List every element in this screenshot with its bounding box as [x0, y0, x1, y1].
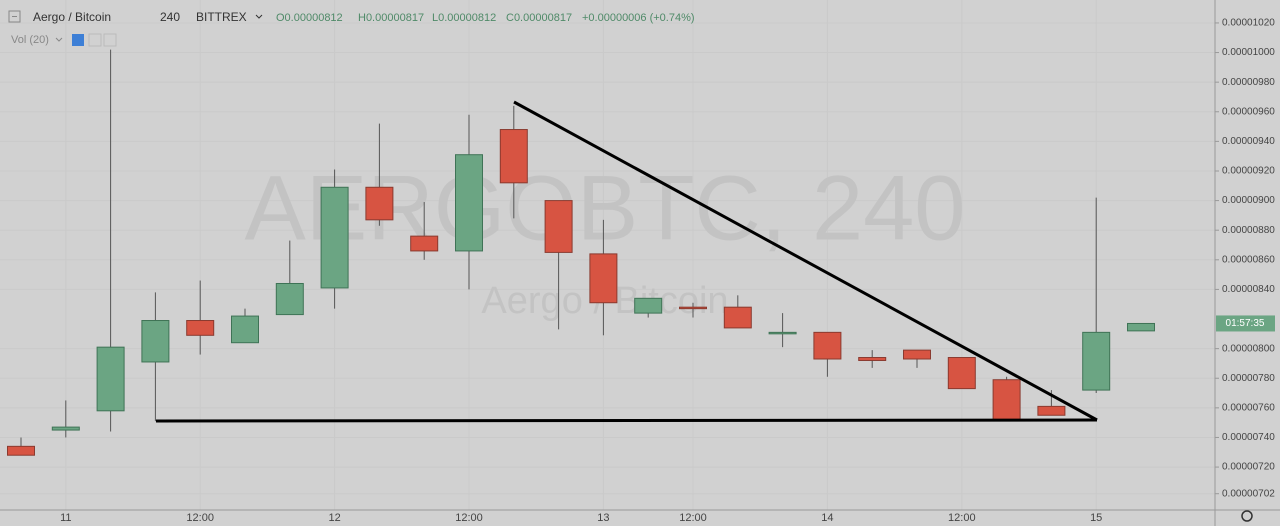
x-tick-label: 14 — [821, 512, 833, 524]
y-tick-label: 0.00000720 — [1222, 462, 1275, 473]
y-tick-label: 0.00000920 — [1222, 166, 1275, 177]
support-line — [155, 418, 1098, 423]
candle-body — [768, 331, 797, 335]
settings-gear[interactable] — [1241, 510, 1253, 522]
trend-line — [513, 100, 1098, 422]
y-tick-label: 0.00000940 — [1222, 136, 1275, 147]
y-tick-label: 0.00000840 — [1222, 284, 1275, 295]
y-tick-label: 0.00000780 — [1222, 373, 1275, 384]
candle-body — [903, 349, 931, 360]
x-tick-label: 12 — [328, 512, 340, 524]
y-tick-label: 0.00000860 — [1222, 254, 1275, 265]
candles — [7, 49, 1155, 456]
collapse-button[interactable] — [8, 10, 21, 23]
x-tick-label: 15 — [1090, 512, 1102, 524]
candle-body — [1082, 331, 1111, 391]
candle-body — [589, 253, 618, 304]
dropdown-icon[interactable] — [255, 14, 263, 19]
candle-body — [7, 445, 35, 456]
x-tick-label: 13 — [597, 512, 609, 524]
candle-body — [320, 186, 349, 289]
x-tick-label: 12:00 — [679, 512, 707, 524]
open-value: O0.00000812 — [276, 12, 343, 24]
candle-body — [231, 315, 259, 344]
candle-body — [858, 357, 887, 361]
candle-body — [141, 320, 170, 363]
candle-body — [96, 346, 125, 412]
candle-body — [947, 357, 976, 390]
symbol[interactable]: Aergo / Bitcoin — [33, 10, 111, 24]
candle-body — [1037, 405, 1066, 416]
y-tick-label: 0.00000880 — [1222, 225, 1275, 236]
y-tick-label: 0.00000800 — [1222, 343, 1275, 354]
interval[interactable]: 240 — [160, 10, 180, 24]
candle-body — [186, 320, 215, 336]
candle-body — [51, 426, 80, 431]
candle-body — [634, 297, 663, 314]
candle-body — [544, 200, 573, 253]
x-tick-label: 12:00 — [186, 512, 214, 524]
volume-label[interactable]: Vol (20) — [11, 34, 49, 46]
candle-body — [679, 306, 707, 310]
close-value: C0.00000817 — [506, 12, 572, 24]
price-countdown: 01:57:35 — [1226, 318, 1265, 329]
y-tick-label: 0.00000980 — [1222, 77, 1275, 88]
y-tick-label: 0.00000760 — [1222, 402, 1275, 413]
y-tick-label: 0.00000740 — [1222, 432, 1275, 443]
candle-body — [1127, 322, 1155, 332]
candle-body — [499, 129, 528, 184]
volume-dropdown[interactable] — [55, 37, 63, 42]
candle-body — [365, 186, 394, 221]
remove-icon[interactable] — [103, 33, 117, 47]
low-value: L0.00000812 — [432, 12, 496, 24]
y-tick-label: 0.00000702 — [1222, 488, 1275, 499]
y-tick-label: 0.00000900 — [1222, 195, 1275, 206]
candle-body — [410, 235, 439, 252]
x-tick-label: 11 — [60, 512, 71, 524]
y-tick-label: 0.00001000 — [1222, 47, 1275, 58]
watermark-symbol: AERGOBTC, 240 — [245, 157, 966, 259]
candle-body — [455, 154, 483, 252]
x-tick-label: 12:00 — [948, 512, 976, 524]
y-tick-label: 0.00000960 — [1222, 106, 1275, 117]
y-tick-label: 0.00001020 — [1222, 18, 1275, 29]
hide-icon[interactable] — [72, 34, 84, 46]
high-value: H0.00000817 — [358, 12, 424, 24]
change-value: +0.00000006 (+0.74%) — [582, 12, 695, 24]
candle-body — [275, 282, 304, 316]
x-tick-label: 12:00 — [455, 512, 483, 524]
candle-body — [992, 379, 1021, 421]
candle-body — [813, 331, 842, 360]
settings-icon[interactable] — [88, 33, 102, 47]
price-label-box — [1216, 315, 1275, 332]
candle-body — [723, 306, 752, 329]
exchange[interactable]: BITTREX — [196, 10, 247, 24]
axes: 0.00000702 0.00000720 0.00000740 0.00000760… — [60, 18, 1275, 524]
